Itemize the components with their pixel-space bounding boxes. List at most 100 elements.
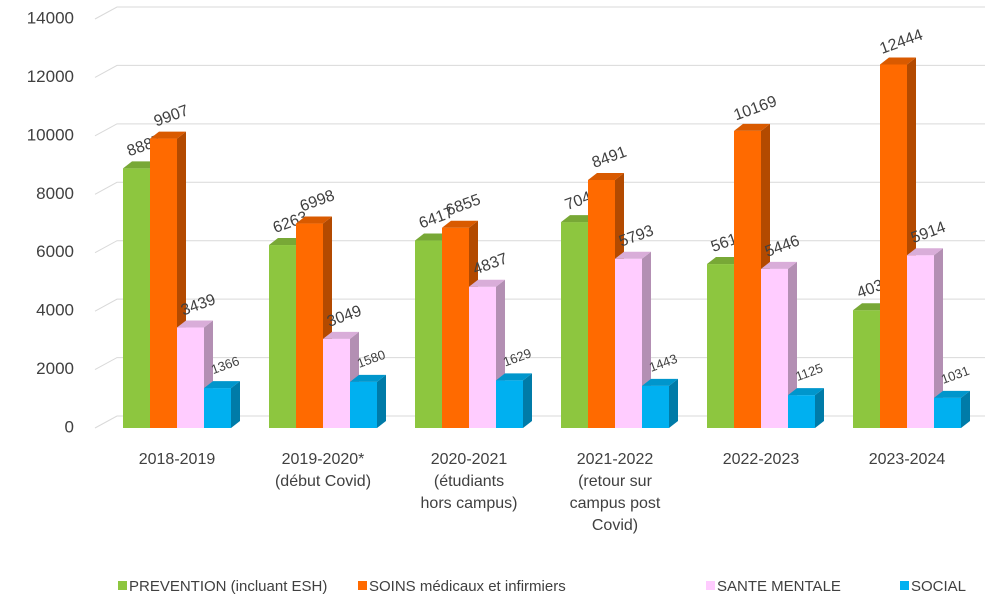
data-label: 1366 <box>209 353 241 377</box>
bar-front <box>350 381 377 428</box>
bar <box>496 373 532 428</box>
bar-top <box>496 373 532 381</box>
bar-front <box>707 264 734 428</box>
bar-front <box>588 179 615 428</box>
x-tick-label: 2022-2023 <box>723 451 800 468</box>
bar-side <box>377 374 386 428</box>
bar-top <box>177 320 213 328</box>
bar-top <box>642 378 678 386</box>
bar-top <box>296 216 332 224</box>
bar-front <box>642 385 669 428</box>
y-tick-label: 8000 <box>36 184 74 203</box>
legend-label: SANTE MENTALE <box>717 578 841 595</box>
bar-top <box>150 131 186 139</box>
bar-side <box>788 261 797 428</box>
y-tick-label: 6000 <box>36 242 74 261</box>
legend-swatch <box>706 581 715 590</box>
bar-front <box>496 380 523 428</box>
bar-side <box>669 378 678 428</box>
data-label: 1125 <box>793 360 824 384</box>
data-label: 1629 <box>501 345 533 369</box>
bar-top <box>350 374 386 382</box>
bar-top <box>588 172 624 180</box>
bar-front <box>323 338 350 428</box>
bar <box>204 381 240 428</box>
bar-front <box>734 130 761 428</box>
bar-top <box>734 123 770 131</box>
bar-top <box>204 381 240 389</box>
y-tick-label: 10000 <box>27 125 74 144</box>
bar-top <box>907 248 943 256</box>
bar <box>907 248 943 428</box>
bar-front <box>761 268 788 428</box>
bar-front <box>204 388 231 428</box>
bar-top <box>934 390 970 398</box>
bar-top <box>788 388 824 396</box>
bar <box>350 374 386 428</box>
bar-front <box>561 222 588 428</box>
bar <box>761 261 797 428</box>
bar-front <box>934 397 961 428</box>
bar-front <box>788 395 815 428</box>
bar <box>469 279 505 428</box>
grid-line <box>94 298 985 312</box>
legend-label: SOCIAL <box>911 578 966 595</box>
bar-side <box>231 381 240 428</box>
legend-swatch <box>358 581 367 590</box>
bar-front <box>469 286 496 428</box>
bar-front <box>269 245 296 428</box>
data-label: 6998 <box>298 187 337 215</box>
bar-top <box>469 279 505 287</box>
bar-front <box>615 258 642 428</box>
x-tick-label: (début Covid) <box>275 473 371 490</box>
bar-top <box>442 220 478 228</box>
bar-top <box>761 261 797 269</box>
x-tick-label: campus post <box>570 495 661 512</box>
bar <box>934 390 970 428</box>
bar-front <box>442 227 469 428</box>
x-tick-label: (retour sur <box>578 473 652 490</box>
x-tick-label: 2023-2024 <box>869 451 946 468</box>
grid-line <box>94 240 985 254</box>
grid-line <box>94 6 985 20</box>
grid-line <box>94 64 985 78</box>
grid-line <box>94 415 985 429</box>
bar <box>150 131 186 428</box>
x-tick-label: 2021-2022 <box>577 451 654 468</box>
bar-side <box>961 390 970 428</box>
bar <box>788 388 824 428</box>
bar-side <box>523 373 532 428</box>
y-tick-label: 12000 <box>27 67 74 86</box>
bar-front <box>880 64 907 428</box>
data-label: 6855 <box>444 191 483 219</box>
grid-line <box>94 357 985 371</box>
grid-line <box>94 181 985 195</box>
data-label: 1443 <box>647 351 679 375</box>
bar-top <box>615 251 651 259</box>
bar-front <box>296 223 323 428</box>
data-label: 8491 <box>590 144 629 172</box>
bar-front <box>150 138 177 428</box>
x-tick-label: 2019-2020* <box>282 451 365 468</box>
x-tick-label: (étudiants <box>434 473 504 490</box>
bar-front <box>853 310 880 428</box>
data-label: 1580 <box>355 347 387 371</box>
x-tick-label: hors campus) <box>421 495 518 512</box>
data-label: 1031 <box>939 363 971 387</box>
bar <box>642 378 678 428</box>
legend-swatch <box>118 581 127 590</box>
data-label: 10169 <box>732 93 780 124</box>
bar-front <box>907 255 934 428</box>
data-label: 12444 <box>878 27 926 58</box>
bar-front <box>123 168 150 428</box>
legend-label: SOINS médicaux et infirmiers <box>369 578 566 595</box>
bar-top <box>880 57 916 65</box>
bar-front <box>415 240 442 428</box>
bar-side <box>934 248 943 428</box>
y-tick-label: 2000 <box>36 359 74 378</box>
x-tick-label: 2020-2021 <box>431 451 508 468</box>
x-tick-label: Covid) <box>592 517 638 534</box>
grid-line <box>94 123 985 137</box>
bar-side <box>815 388 824 428</box>
